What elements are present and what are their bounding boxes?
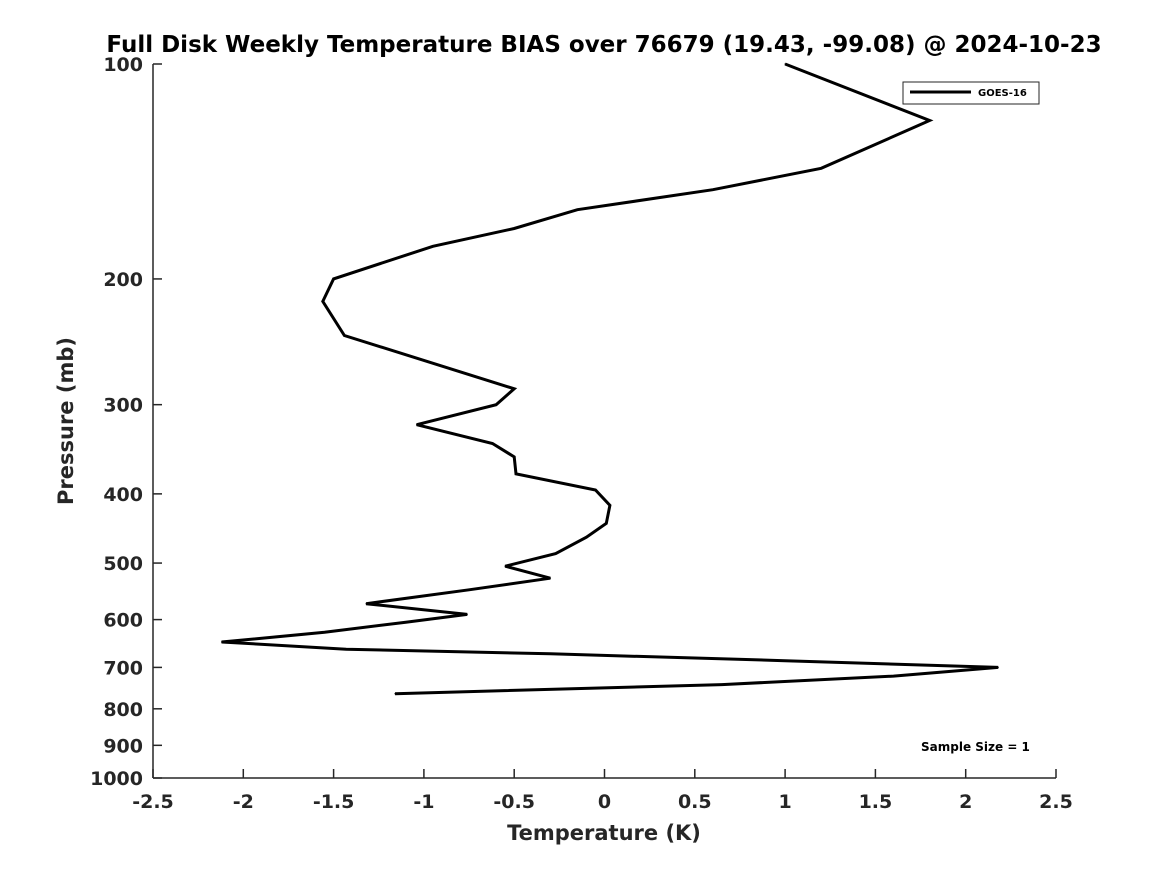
data-point: [466, 613, 468, 616]
data-point: [784, 660, 786, 662]
data-point: [513, 227, 515, 230]
data-point: [365, 603, 367, 605]
y-tick-label: 200: [103, 269, 143, 291]
data-point: [432, 245, 434, 247]
sample-size-annotation: Sample Size = 1: [921, 740, 1030, 754]
data-point: [820, 167, 822, 169]
legend: GOES-16: [902, 81, 1040, 105]
data-point: [345, 648, 347, 650]
data-point: [491, 442, 494, 445]
y-tick-label: 1000: [90, 768, 143, 790]
data-point: [324, 631, 326, 633]
data-point: [513, 456, 515, 458]
data-point: [394, 693, 396, 695]
y-tick-label: 300: [103, 395, 143, 417]
data-point: [504, 565, 506, 567]
data-point: [416, 424, 418, 426]
x-tick-label: 1: [778, 791, 791, 813]
y-tick-label: 800: [103, 699, 143, 721]
x-tick-label: 1.5: [859, 791, 893, 813]
x-tick-label: 0: [598, 791, 611, 813]
data-point: [609, 504, 611, 506]
series-line-goes-16: [221, 62, 999, 696]
y-ticks: 100 200 300 400 500 600 700 800 900 1000: [90, 54, 162, 790]
y-tick-label: 400: [103, 484, 143, 506]
y-tick-label: 900: [103, 735, 143, 757]
x-axis-label: Temperature (K): [507, 821, 701, 845]
x-tick-label: 0.5: [678, 791, 712, 813]
x-tick-label: -2: [233, 791, 254, 813]
data-point: [721, 684, 723, 686]
legend-label-goes-16: GOES-16: [978, 88, 1027, 99]
x-tick-label: -2.5: [132, 791, 174, 813]
data-point: [784, 63, 786, 65]
data-point: [892, 675, 895, 677]
data-point: [929, 119, 931, 122]
data-point: [712, 189, 714, 191]
data-point: [997, 666, 999, 669]
data-point: [513, 388, 515, 390]
x-tick-label: 2.5: [1039, 791, 1073, 813]
data-point: [549, 653, 551, 655]
data-point: [221, 641, 223, 643]
data-point: [333, 278, 335, 280]
x-tick-label: -1.5: [313, 791, 355, 813]
y-tick-label: 700: [103, 657, 143, 679]
data-point: [495, 404, 497, 406]
chart-title: Full Disk Weekly Temperature BIAS over 7…: [106, 32, 1101, 58]
data-point: [605, 522, 607, 525]
data-point: [343, 334, 345, 337]
data-point: [585, 536, 588, 538]
series-layer: [221, 62, 999, 696]
x-ticks: -2.5 -2 -1.5 -1 -0.5 0 0.5 1 1.5 2 2.5: [132, 769, 1073, 813]
data-point: [405, 621, 407, 623]
data-point: [468, 589, 470, 591]
y-tick-label: 500: [103, 553, 143, 575]
data-point: [576, 209, 579, 211]
data-point: [515, 473, 517, 475]
data-point: [594, 489, 597, 491]
y-axis-label: Pressure (mb): [54, 337, 78, 505]
data-point: [549, 577, 551, 579]
x-tick-label: -0.5: [493, 791, 535, 813]
y-tick-label: 100: [103, 54, 143, 76]
y-tick-label: 600: [103, 610, 143, 632]
data-point: [555, 553, 557, 555]
data-point: [322, 300, 324, 302]
x-tick-label: -1: [413, 791, 434, 813]
x-tick-label: 2: [959, 791, 972, 813]
